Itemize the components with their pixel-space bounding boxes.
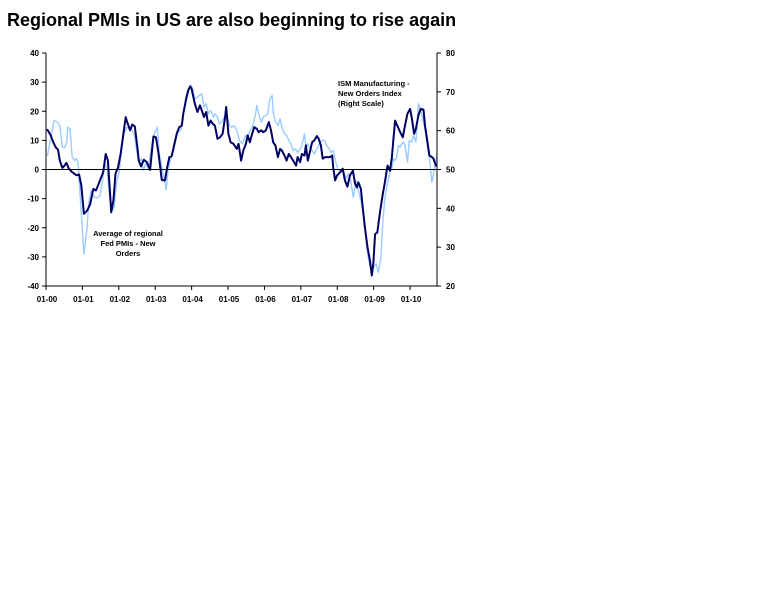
x-tick-label: 01-05	[219, 295, 240, 304]
left-y-tick-label: 30	[30, 78, 39, 87]
labels-layer: 40 30 20 10 0 -10 -20 -30 -40 80 70 60 50 40 30 20 01-00…	[27, 49, 455, 304]
right-y-tick-label: 70	[446, 88, 455, 97]
annotation-ism-new-orders: ISM Manufacturing -New Orders Index(Righ…	[338, 79, 410, 108]
chart-title: Regional PMIs in US are also beginning t…	[7, 10, 457, 30]
left-y-tick-label: 40	[30, 49, 39, 58]
annotation-line: ISM Manufacturing -	[338, 79, 410, 88]
annotation-line: Average of regional	[93, 229, 163, 238]
x-tick-label: 01-09	[364, 295, 385, 304]
left-y-tick-label: -40	[27, 282, 39, 291]
right-y-tick-label: 20	[446, 282, 455, 291]
x-tick-label: 01-06	[255, 295, 276, 304]
left-y-tick-label: 20	[30, 107, 39, 116]
right-y-tick-label: 60	[446, 127, 455, 136]
x-tick-label: 01-02	[110, 295, 131, 304]
x-tick-label: 01-03	[146, 295, 167, 304]
annotation-line: (Right Scale)	[338, 99, 384, 108]
axes-layer	[42, 52, 441, 290]
left-y-tick-label: -30	[27, 253, 39, 262]
left-y-tick-label: -20	[27, 224, 39, 233]
x-tick-label: 01-00	[37, 295, 58, 304]
x-tick-label: 01-07	[292, 295, 313, 304]
annotation-line: New Orders Index	[338, 89, 403, 98]
right-y-tick-label: 30	[446, 243, 455, 252]
x-tick-label: 01-01	[73, 295, 94, 304]
x-tick-label: 01-04	[182, 295, 203, 304]
annotation-line: Fed PMIs - New	[100, 239, 155, 248]
left-y-tick-label: 0	[35, 166, 40, 175]
x-tick-label: 01-08	[328, 295, 349, 304]
left-y-tick-label: 10	[30, 136, 39, 145]
x-tick-label: 01-10	[401, 295, 422, 304]
right-y-tick-label: 50	[446, 166, 455, 175]
series-layer	[46, 84, 438, 277]
right-y-tick-label: 80	[446, 49, 455, 58]
left-y-tick-label: -10	[27, 195, 39, 204]
series-line-ism-new-orders	[46, 85, 437, 277]
right-y-tick-label: 40	[446, 204, 455, 213]
annotation-line: Orders	[116, 249, 141, 258]
